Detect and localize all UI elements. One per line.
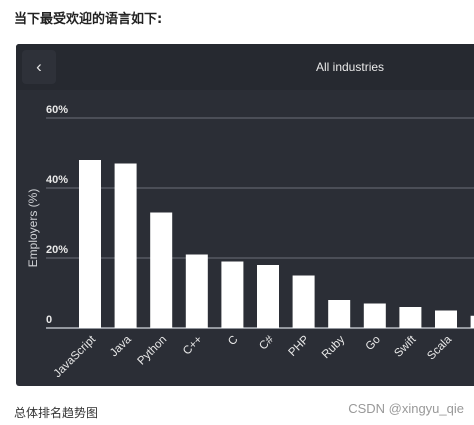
bar bbox=[79, 160, 101, 328]
bar bbox=[257, 265, 279, 328]
bar bbox=[435, 310, 457, 328]
bar-chart: 0 20% 40% 60% Employers (%) JavaScript Java Pyt… bbox=[26, 104, 474, 380]
watermark: CSDN @xingyu_qie bbox=[348, 401, 464, 416]
x-tick-label: Java bbox=[108, 333, 134, 359]
x-tick-label: Swift bbox=[392, 333, 419, 360]
y-tick-label: 0 bbox=[46, 314, 52, 326]
x-tick-label: Scala bbox=[425, 333, 454, 362]
chart-card: ‹ All industries 0 20% 40% 60% Employers (%)… bbox=[16, 44, 474, 386]
page-heading: 当下最受欢迎的语言如下: bbox=[14, 12, 163, 27]
chart-topbar: ‹ All industries bbox=[16, 44, 474, 90]
x-tick-label: Ruby bbox=[320, 333, 348, 361]
x-tick-label: Go bbox=[364, 334, 383, 353]
bar bbox=[114, 163, 137, 328]
y-tick-label: 40% bbox=[46, 174, 68, 186]
chart-caption: 总体排名趋势图 bbox=[14, 406, 99, 420]
x-tick-label: C bbox=[226, 334, 240, 348]
bar bbox=[221, 261, 244, 328]
bar bbox=[292, 275, 315, 328]
bar bbox=[399, 307, 422, 328]
bar bbox=[363, 303, 386, 328]
chart-title: All industries bbox=[316, 60, 385, 74]
back-button[interactable]: ‹ bbox=[22, 50, 56, 84]
x-tick-label: JavaScript bbox=[52, 333, 99, 380]
bar bbox=[470, 315, 474, 328]
y-tick-label: 60% bbox=[46, 104, 68, 116]
y-axis-label: Employers (%) bbox=[26, 189, 40, 268]
x-tick-label: C++ bbox=[181, 333, 205, 357]
y-tick-label: 20% bbox=[46, 244, 68, 256]
bar bbox=[185, 254, 208, 328]
chevron-left-icon: ‹ bbox=[36, 57, 42, 76]
x-tick-label: Python bbox=[136, 334, 170, 368]
x-tick-label: C# bbox=[257, 333, 276, 352]
bar bbox=[328, 300, 351, 328]
bar bbox=[150, 212, 173, 328]
x-tick-label: PHP bbox=[287, 333, 312, 358]
